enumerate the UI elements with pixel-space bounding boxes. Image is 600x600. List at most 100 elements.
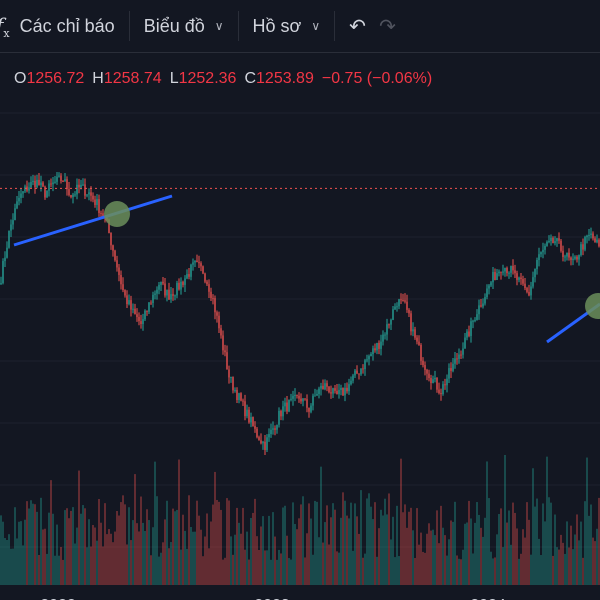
candle-body <box>424 365 426 370</box>
volume-bar <box>140 496 142 585</box>
candle-body <box>562 250 564 257</box>
candle-body <box>116 260 118 268</box>
candle-body <box>522 279 524 284</box>
volume-bar <box>288 558 290 585</box>
candle-body <box>480 305 482 307</box>
candle-body <box>186 274 188 279</box>
undo-icon[interactable]: ↶ <box>349 15 366 38</box>
candle-body <box>20 193 22 198</box>
volume-bar <box>584 501 586 585</box>
candle-body <box>50 183 52 185</box>
candle-body <box>226 352 228 370</box>
trend-line-handle-1[interactable] <box>104 201 130 227</box>
volume-bar <box>102 546 104 585</box>
candle-body <box>502 271 504 273</box>
candle-body <box>392 309 394 320</box>
volume-bar <box>122 495 124 585</box>
volume-bar <box>544 521 546 585</box>
candle-body <box>368 356 370 360</box>
profile-dropdown[interactable]: Hồ sơ ∨ <box>253 0 321 52</box>
high-key: H <box>92 70 104 87</box>
volume-bar <box>22 545 24 585</box>
candle-body <box>594 238 596 243</box>
volume-bar <box>408 511 410 585</box>
volume-bar <box>430 530 432 585</box>
candle-body <box>142 319 144 324</box>
candle-body <box>376 342 378 351</box>
candle-body <box>510 265 512 273</box>
candle-body <box>188 274 190 277</box>
candle-body <box>228 369 230 378</box>
candle-body <box>48 183 50 191</box>
candle-body <box>212 298 214 300</box>
volume-bar <box>160 552 162 585</box>
candle-body <box>456 358 458 360</box>
volume-bar <box>592 537 594 585</box>
candle-body <box>590 233 592 236</box>
candle-body <box>176 282 178 296</box>
candle-body <box>268 434 270 438</box>
candle-body <box>180 281 182 290</box>
volume-bar <box>10 548 12 585</box>
volume-bar <box>78 470 80 585</box>
volume-bar <box>388 493 390 585</box>
volume-bar <box>204 536 206 585</box>
change-value: −0.75 (−0.06%) <box>321 70 433 87</box>
price-chart[interactable]: 2022 2023 2024 <box>0 53 600 600</box>
candle-body <box>566 252 568 257</box>
candle-body <box>204 273 206 282</box>
volume-bar <box>12 548 14 585</box>
volume-bar <box>432 529 434 585</box>
volume-bar <box>96 540 98 585</box>
candle-body <box>112 245 114 251</box>
candle-body <box>8 230 10 248</box>
volume-bar <box>126 544 128 585</box>
volume-bar <box>308 503 310 585</box>
volume-bar <box>398 556 400 585</box>
volume-bar <box>86 547 88 585</box>
candle-body <box>130 300 132 310</box>
volume-bar <box>72 507 74 585</box>
volume-bar <box>88 519 90 585</box>
candle-body <box>110 232 112 246</box>
candle-body <box>258 437 260 441</box>
candle-body <box>70 195 72 198</box>
candle-body <box>526 288 528 292</box>
candle-body <box>332 388 334 394</box>
candle-body <box>300 398 302 402</box>
candle-body <box>296 394 298 396</box>
volume-bar <box>546 456 548 585</box>
volume-bar <box>446 555 448 585</box>
redo-icon[interactable]: ↷ <box>379 15 396 38</box>
candle-body <box>2 261 4 283</box>
volume-bar <box>246 531 248 585</box>
candle-body <box>162 281 164 284</box>
trend-line-handle-2[interactable] <box>585 293 600 319</box>
candle-body <box>140 321 142 324</box>
volume-bar <box>116 510 118 585</box>
volume-bar <box>224 557 226 585</box>
charts-dropdown[interactable]: Biểu đồ ∨ <box>144 0 224 52</box>
open-key: O <box>14 70 27 87</box>
volume-bar <box>260 526 262 585</box>
candle-body <box>230 377 232 379</box>
candle-body <box>428 373 430 379</box>
candle-body <box>452 363 454 371</box>
volume-bar <box>132 520 134 585</box>
candle-body <box>570 257 572 260</box>
volume-bar <box>236 507 238 585</box>
candle-body <box>244 401 246 417</box>
close-value: 1253.89 <box>256 70 314 87</box>
candle-body <box>152 294 154 303</box>
volume-bar <box>480 527 482 585</box>
volume-bar <box>156 496 158 585</box>
volume-bar <box>178 459 180 585</box>
candle-body <box>382 334 384 342</box>
candle-body <box>512 265 514 271</box>
candle-body <box>6 247 8 258</box>
indicators-button[interactable]: fx Các chỉ báo <box>0 0 115 52</box>
candle-body <box>166 289 168 296</box>
volume-bar <box>310 518 312 585</box>
candle-body <box>478 305 480 315</box>
trend-line-1[interactable] <box>13 194 173 247</box>
